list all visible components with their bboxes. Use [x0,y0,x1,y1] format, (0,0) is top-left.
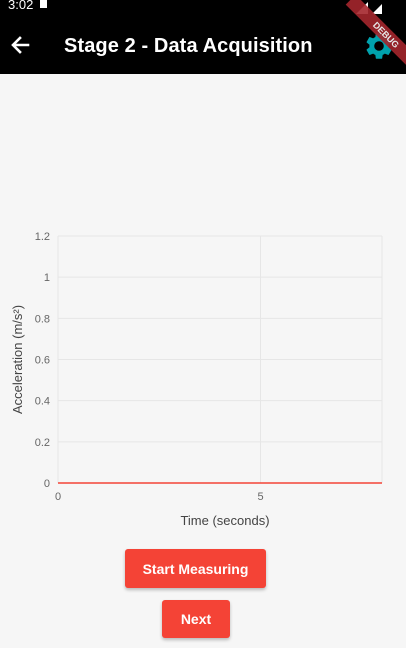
y-tick-label: 0.8 [35,313,50,325]
y-tick-label: 0.4 [35,396,50,408]
y-tick-label: 1.2 [35,231,50,243]
page-title: Stage 2 - Data Acquisition [64,35,313,57]
y-tick-label: 0.6 [35,355,50,367]
x-tick-label: 0 [55,491,61,503]
arrow-back-icon[interactable] [8,30,34,60]
status-time: 3:02 [8,0,34,12]
y-axis-title: Acceleration (m/s²) [10,305,25,414]
y-tick-label: 1 [44,272,50,284]
y-tick-label: 0.2 [35,437,50,449]
app-bar: Stage 2 - Data Acquisition DEBUG [0,0,406,76]
status-bar: 3:02 [0,0,406,18]
y-tick-label: 0 [44,478,50,490]
x-tick-label: 5 [257,491,263,503]
acceleration-chart: 0 0.2 0.4 0.6 0.8 1 1.2 0 5 Time (seconds) Acceler… [10,231,383,528]
start-measuring-button[interactable]: Start Measuring [125,549,266,588]
next-button[interactable]: Next [162,600,230,638]
x-axis-title: Time (seconds) [180,513,269,528]
sim-icon [40,0,47,8]
